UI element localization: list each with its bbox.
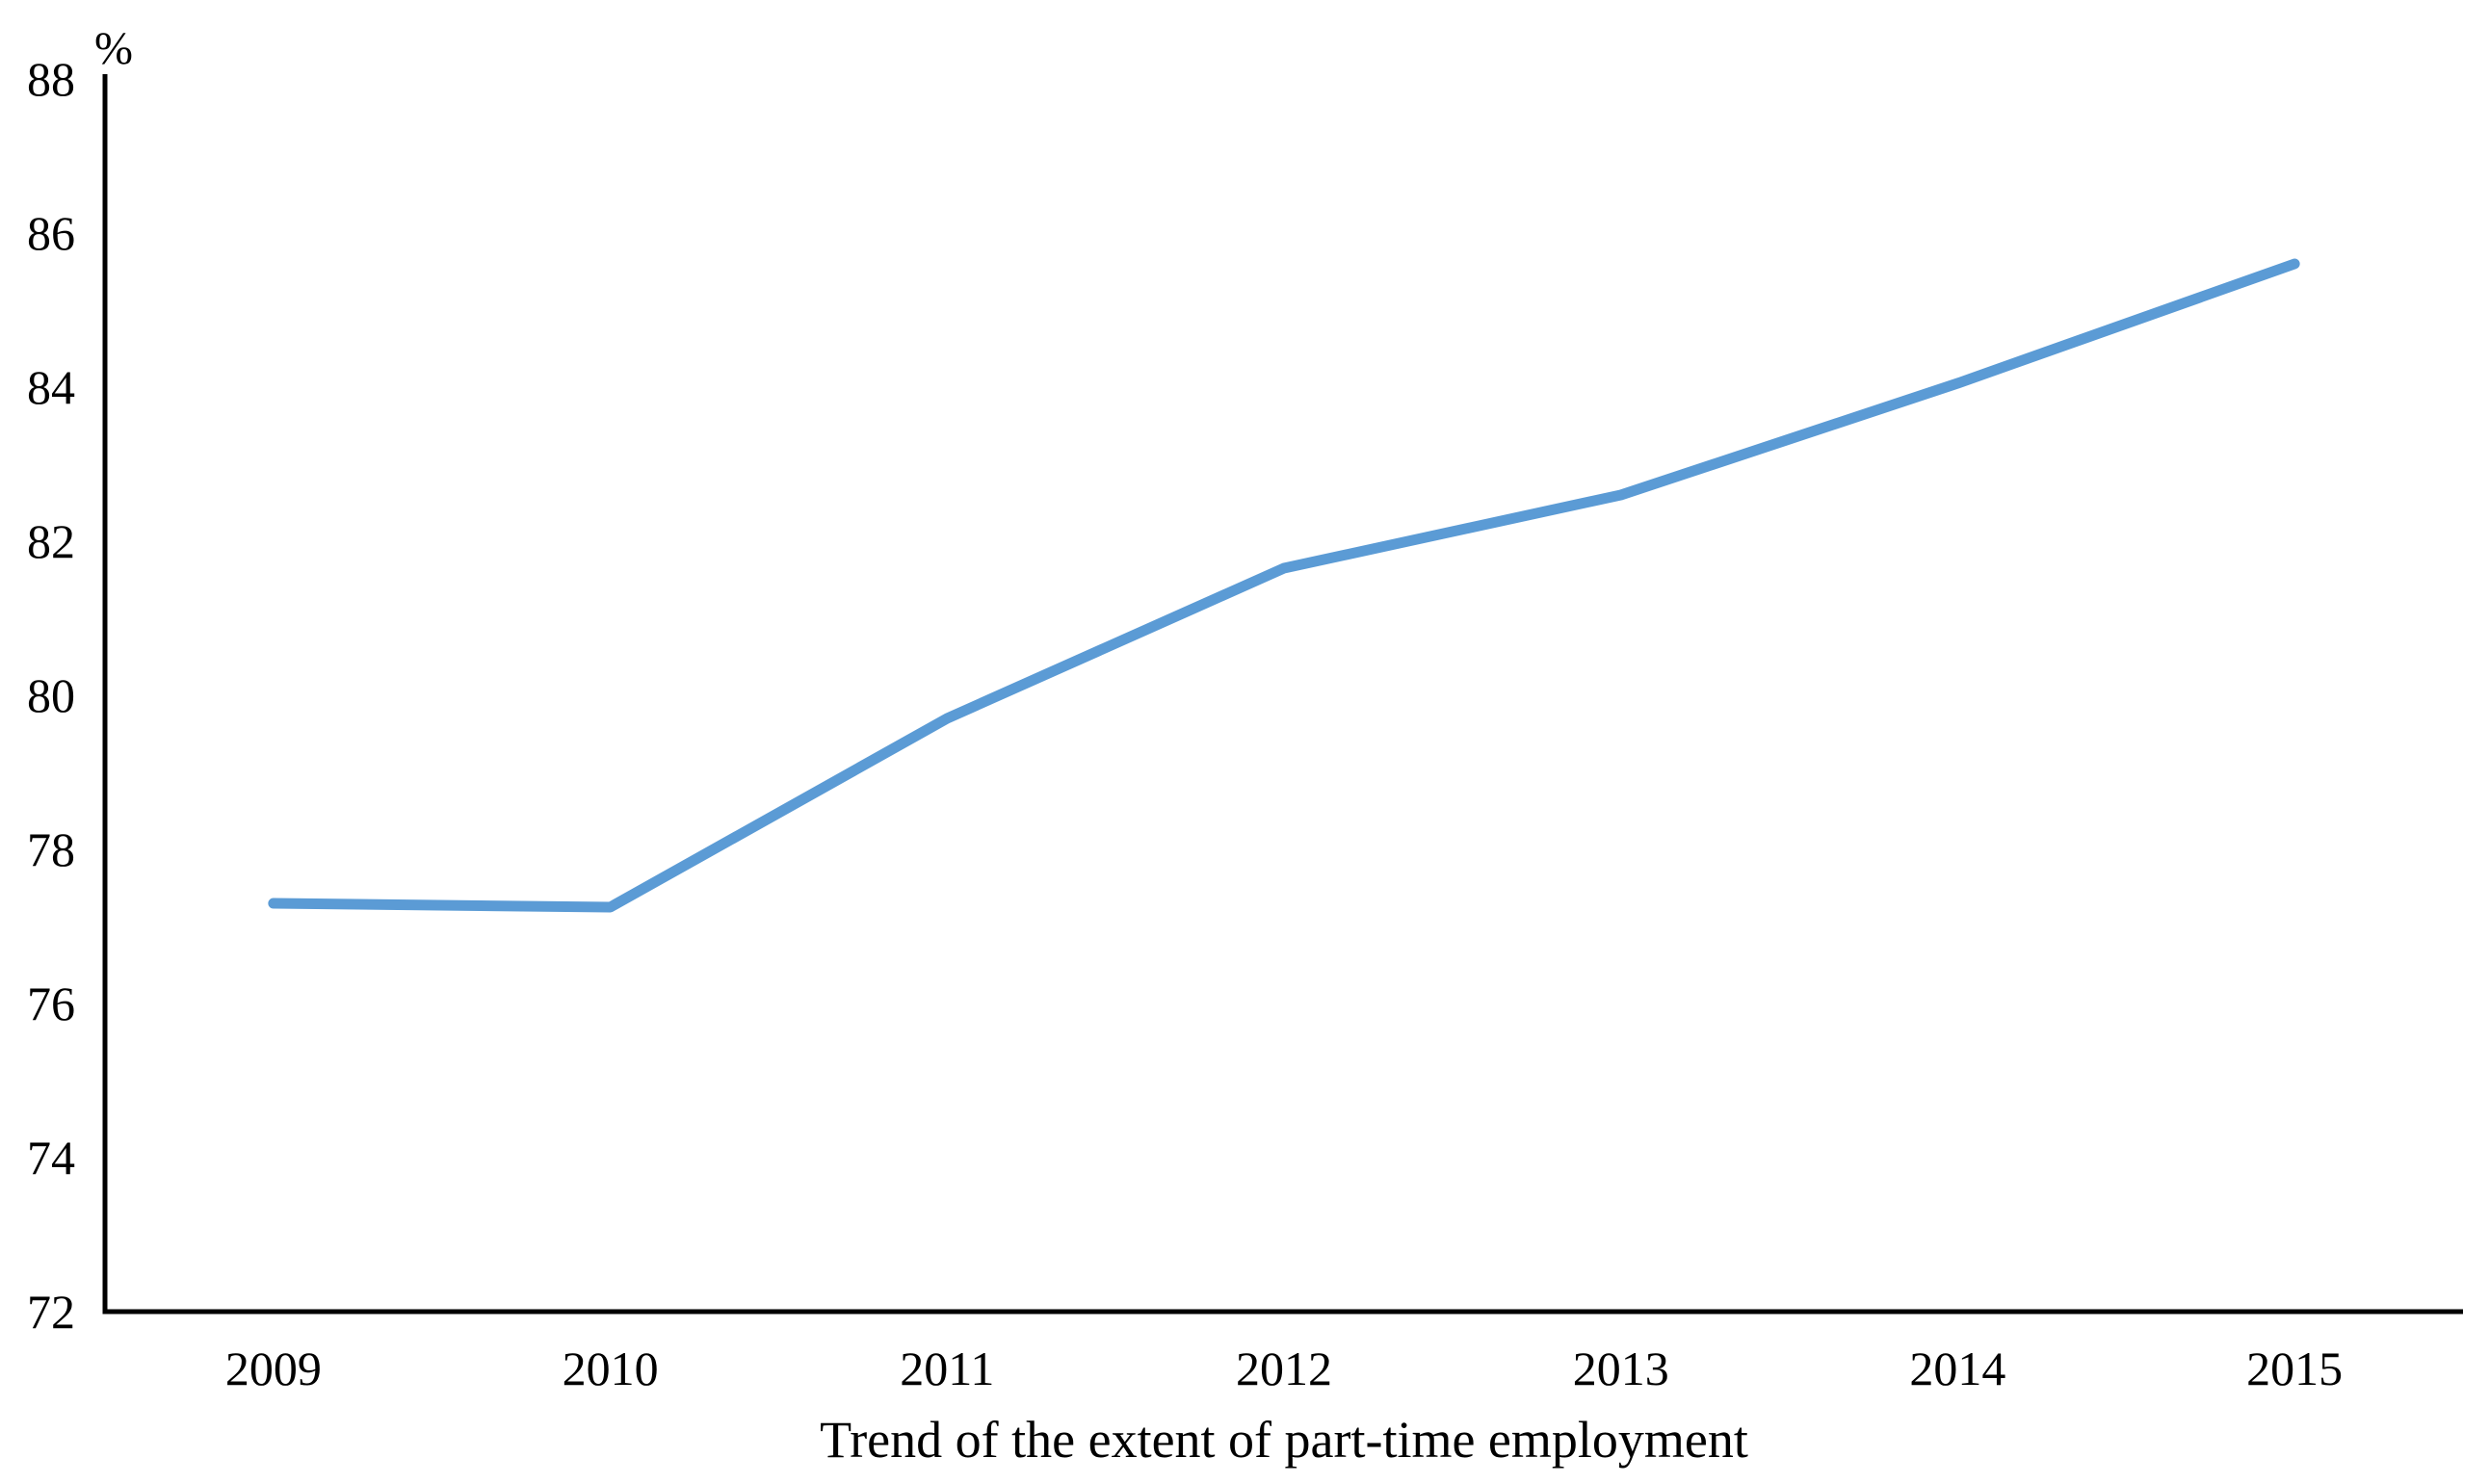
x-axis-tick-label: 2014 — [1909, 1341, 2005, 1395]
y-axis-tick-label: 74 — [27, 1131, 75, 1185]
y-axis-tick-label: 72 — [27, 1285, 75, 1339]
x-axis-tick-label: 2011 — [900, 1341, 994, 1395]
y-axis-tick-label: 88 — [27, 52, 75, 106]
y-axis-tick-label: 82 — [27, 514, 75, 568]
x-axis-tick-label: 2009 — [225, 1341, 322, 1395]
x-axis-tick-label: 2010 — [563, 1341, 659, 1395]
data-series-line — [268, 258, 2300, 913]
x-axis-tick-label: 2015 — [2246, 1341, 2343, 1395]
chart-title: Trend of the extent of part-time employm… — [820, 1411, 1748, 1469]
y-axis-tick-label: 86 — [27, 206, 75, 260]
y-axis-tick-label: 78 — [27, 822, 75, 876]
x-axis-tick-label: 2012 — [1236, 1341, 1332, 1395]
x-axis-tick-label: 2013 — [1573, 1341, 1669, 1395]
y-axis-tick-label: 80 — [27, 668, 75, 722]
y-axis-unit-label: % — [94, 23, 133, 74]
y-axis-tick-label: 76 — [27, 976, 75, 1030]
y-axis-tick-label: 84 — [27, 360, 75, 414]
